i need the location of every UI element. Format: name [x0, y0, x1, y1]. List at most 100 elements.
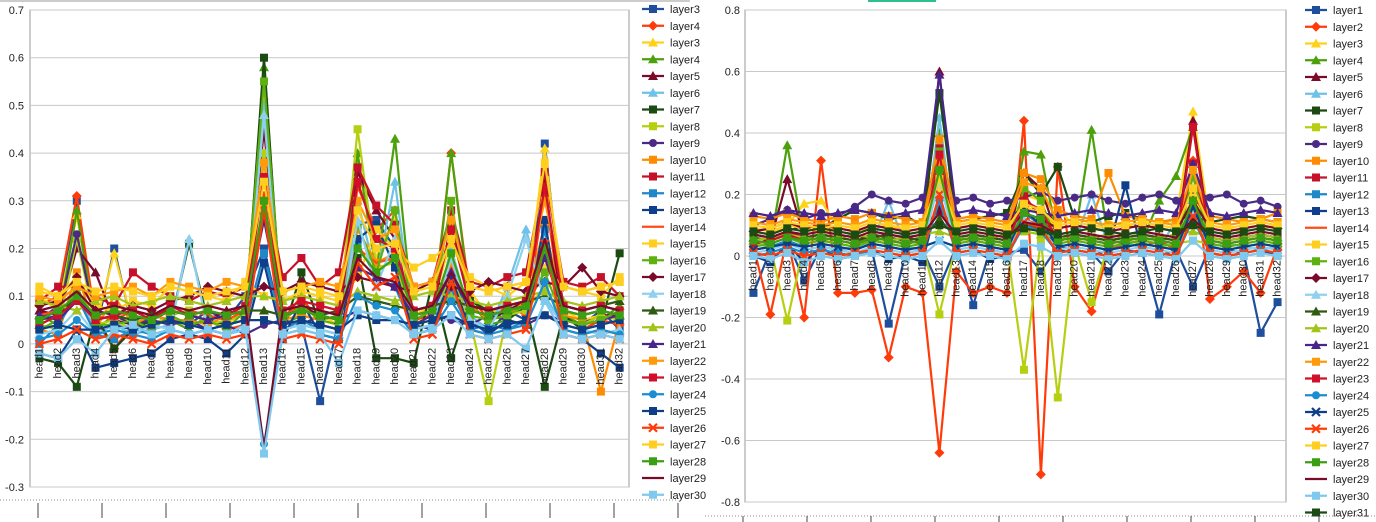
data-point: [540, 196, 549, 205]
x-tick-label: head2: [52, 348, 64, 379]
series-layer30: [749, 236, 1282, 267]
data-point: [540, 168, 549, 177]
data-point: [71, 191, 82, 202]
data-point: [1172, 255, 1181, 264]
data-point: [614, 291, 625, 301]
data-point: [353, 306, 362, 315]
y-tick-label: 0: [734, 251, 740, 263]
data-point: [1239, 252, 1248, 260]
data-point: [1018, 115, 1029, 126]
data-point: [54, 311, 63, 320]
data-point: [1172, 239, 1181, 248]
x-tick-label: head30: [1238, 260, 1250, 297]
data-point: [766, 255, 775, 264]
data-point: [749, 252, 758, 260]
data-point: [147, 349, 156, 358]
legend-label: layer27: [670, 440, 706, 452]
data-point: [166, 311, 175, 320]
series-layer30: [35, 296, 624, 458]
data-point: [521, 233, 532, 243]
data-point: [390, 176, 401, 186]
data-point: [1053, 230, 1062, 239]
x-tick-label: head13: [258, 348, 270, 385]
data-point: [428, 277, 437, 286]
data-point: [447, 215, 456, 224]
data-point: [409, 358, 418, 367]
data-point: [297, 268, 306, 277]
y-tick-label: 0.2: [9, 244, 24, 256]
data-point: [766, 239, 775, 248]
x-tick-label: head2: [764, 260, 776, 291]
data-point: [783, 316, 792, 325]
data-point: [540, 215, 549, 224]
data-point: [1188, 226, 1199, 236]
data-point: [934, 214, 945, 224]
data-point: [1070, 233, 1079, 242]
legend-label: layer22: [670, 356, 706, 368]
data-point: [1104, 227, 1113, 236]
data-point: [465, 277, 474, 286]
data-point: [91, 311, 100, 320]
legend-marker: [649, 155, 657, 164]
data-point: [522, 344, 531, 353]
legend-marker: [1311, 306, 1321, 316]
data-point: [539, 286, 550, 296]
data-point: [1019, 168, 1028, 177]
legend-label: layer7: [1333, 106, 1363, 118]
data-point: [353, 196, 362, 205]
data-point: [918, 221, 927, 230]
legend-label: layer24: [1333, 390, 1369, 402]
legend-item: layer23: [642, 373, 706, 385]
data-point: [935, 150, 944, 159]
data-point: [850, 252, 859, 260]
data-point: [578, 287, 587, 296]
data-point: [72, 292, 81, 301]
legend-item: layer4: [1305, 55, 1363, 67]
data-point: [1189, 236, 1198, 245]
data-point: [372, 215, 381, 224]
data-point: [222, 330, 231, 339]
data-point: [185, 282, 194, 291]
data-point: [1188, 158, 1199, 168]
data-point: [72, 324, 82, 335]
x-tick-label: head14: [967, 260, 979, 297]
data-point: [259, 249, 268, 258]
legend-marker: [649, 490, 657, 499]
data-point: [614, 295, 625, 305]
data-point: [1002, 287, 1013, 298]
data-point: [615, 306, 624, 315]
data-point: [1239, 221, 1248, 230]
data-point: [353, 244, 362, 253]
data-point: [935, 135, 944, 144]
legend-label: layer4: [670, 54, 700, 66]
data-point: [540, 311, 549, 320]
legend-label: layer26: [1333, 424, 1369, 436]
data-point: [334, 325, 343, 334]
x-tick-label: head7: [849, 260, 861, 291]
x-tick-label: head26: [501, 348, 513, 385]
x-tick-label: head22: [1102, 260, 1114, 297]
y-tick-label: 0.4: [9, 148, 24, 160]
y-tick-label: 0.4: [725, 128, 740, 140]
data-point: [222, 287, 231, 296]
data-point: [799, 207, 810, 217]
data-point: [1036, 227, 1045, 236]
data-point: [110, 306, 119, 315]
data-point: [935, 159, 944, 168]
data-point: [278, 320, 287, 329]
legend-marker: [648, 54, 658, 64]
data-point: [259, 172, 268, 181]
data-point: [222, 277, 231, 286]
data-point: [222, 349, 231, 358]
legend-item: layer8: [1305, 122, 1363, 134]
data-point: [334, 268, 343, 277]
data-point: [935, 236, 944, 245]
data-point: [849, 204, 860, 214]
x-tick-label: head14: [277, 348, 289, 385]
data-point: [503, 316, 512, 325]
data-point: [371, 205, 382, 215]
data-point: [884, 252, 893, 260]
data-point: [1104, 168, 1113, 177]
data-point: [1272, 207, 1283, 217]
legend-marker: [1311, 407, 1321, 417]
